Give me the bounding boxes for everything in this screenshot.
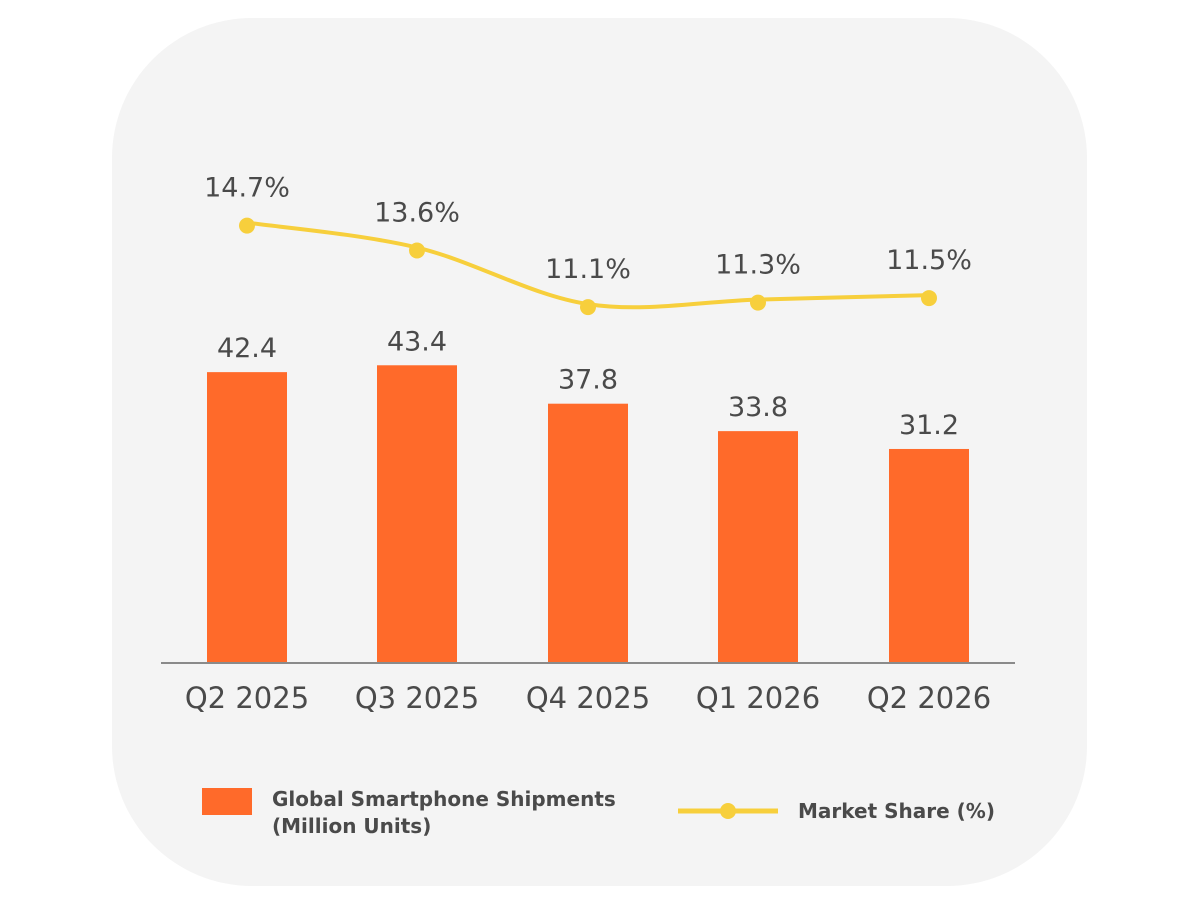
x-tick-label: Q4 2025 (526, 681, 650, 715)
x-tick-label: Q2 2025 (185, 681, 309, 715)
legend-item-shipments: Global Smartphone Shipments (Million Uni… (202, 786, 616, 840)
line-value-label: 11.5% (886, 245, 972, 276)
x-tick-label: Q2 2026 (867, 681, 991, 715)
legend-label-shipments: Global Smartphone Shipments (Million Uni… (272, 787, 616, 838)
bar (889, 448, 969, 663)
line-value-label: 11.1% (545, 254, 631, 285)
line-series (239, 217, 937, 316)
bar (718, 431, 798, 663)
line-point (921, 290, 937, 307)
bar-value-label: 43.4 (387, 326, 447, 357)
bar-value-labels: 42.4 43.4 37.8 33.8 31.2 (217, 326, 959, 441)
line-point (580, 299, 596, 316)
line-value-label: 13.6% (374, 198, 460, 229)
legend-label-market-share: Market Share (%) (798, 799, 995, 823)
line-value-labels: 14.7% 13.6% 11.1% 11.3% 11.5% (204, 173, 972, 286)
line-value-label: 14.7% (204, 173, 290, 204)
legend-swatch-bar (202, 788, 252, 815)
bar-value-label: 33.8 (728, 392, 788, 423)
x-tick-label: Q1 2026 (696, 681, 820, 715)
bar (548, 403, 628, 663)
bar (377, 365, 457, 663)
line-value-label: 11.3% (715, 250, 801, 281)
bar (207, 372, 287, 663)
line-point (239, 217, 255, 234)
x-axis-tick-labels: Q2 2025 Q3 2025 Q4 2025 Q1 2026 Q2 2026 (185, 681, 991, 715)
bar-value-label: 31.2 (899, 410, 959, 441)
legend-line-marker-icon (678, 803, 778, 819)
line-point (409, 242, 425, 259)
line-point (750, 294, 766, 311)
bar-series (207, 365, 969, 663)
x-tick-label: Q3 2025 (355, 681, 479, 715)
legend-item-market-share: Market Share (%) (678, 798, 995, 825)
bar-value-label: 42.4 (217, 333, 277, 364)
bar-value-label: 37.8 (558, 365, 618, 396)
